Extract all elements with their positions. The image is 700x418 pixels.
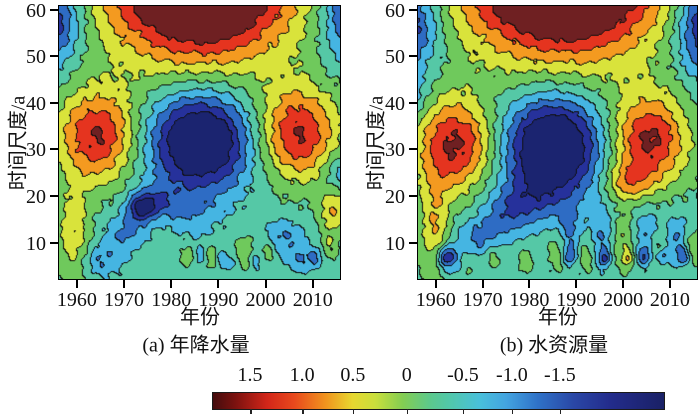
colorbar-tick-mark	[352, 409, 355, 414]
y-tick-label: 60	[26, 0, 46, 22]
colorbar-tick-mark	[462, 409, 465, 414]
x-tick-label: 1990	[198, 289, 239, 311]
x-tick-mark	[123, 280, 126, 288]
x-tick-label: 2010	[292, 289, 333, 311]
y-tick-mark	[409, 241, 417, 244]
x-tick-mark	[311, 280, 314, 288]
colorbar-tick-label: 0.5	[340, 364, 366, 386]
y-tick-mark	[50, 241, 58, 244]
x-tick-mark	[75, 280, 78, 288]
x-tick-mark	[528, 280, 531, 288]
y-tick-label: 40	[385, 92, 405, 115]
y-tick-mark	[409, 195, 417, 198]
caption-b: (b) 水资源量	[499, 334, 609, 357]
colorbar-tick-mark	[302, 409, 304, 414]
x-tick-mark	[264, 280, 267, 288]
y-tick-label: 30	[26, 139, 46, 162]
x-tick-label: 2000	[245, 289, 286, 311]
contour-plot-a	[58, 5, 341, 280]
colorbar-tick-mark	[250, 409, 252, 414]
y-tick-label: 30	[385, 139, 405, 162]
y-tick-mark	[50, 148, 58, 151]
colorbar-tick-mark	[559, 409, 562, 414]
colorbar-tick-mark	[406, 409, 409, 414]
y-tick-label: 20	[385, 186, 405, 209]
x-tick-label: 2000	[603, 289, 644, 311]
contour-canvas-b	[418, 6, 697, 279]
x-tick-mark	[481, 280, 484, 288]
x-tick-label: 1990	[556, 289, 597, 311]
x-tick-mark	[434, 280, 437, 288]
y-tick-label: 10	[26, 232, 46, 255]
caption-a: (a) 年降水量	[142, 334, 250, 357]
y-tick-mark	[409, 8, 417, 11]
contour-canvas-a	[59, 6, 340, 279]
colorbar-tick-label: 1.0	[289, 364, 315, 386]
y-tick-label: 20	[26, 186, 46, 209]
y-tick-mark	[50, 55, 58, 58]
y-tick-mark	[409, 101, 417, 104]
y-tick-mark	[50, 8, 58, 11]
colorbar-gradient	[212, 392, 665, 410]
y-tick-mark	[409, 55, 417, 58]
y-tick-label: 40	[26, 92, 46, 115]
y-tick-mark	[50, 101, 58, 104]
x-tick-label: 1980	[509, 289, 550, 311]
colorbar-tick-label: 0	[401, 364, 412, 386]
x-tick-label: 1960	[56, 289, 97, 311]
y-tick-label: 50	[26, 46, 46, 69]
x-tick-label: 1970	[104, 289, 145, 311]
y-tick-label: 50	[385, 46, 405, 69]
x-tick-mark	[575, 280, 578, 288]
x-tick-mark	[217, 280, 220, 288]
contour-plot-b	[417, 5, 698, 280]
x-axis-title-b: 年份	[538, 306, 578, 329]
y-tick-mark	[409, 148, 417, 151]
x-tick-label: 1980	[151, 289, 192, 311]
x-tick-label: 1960	[415, 289, 456, 311]
colorbar-tick-label: -0.5	[447, 364, 479, 386]
colorbar-tick-label: -1.0	[496, 364, 528, 386]
x-tick-mark	[170, 280, 173, 288]
x-tick-label: 2010	[649, 289, 690, 311]
colorbar-tick-label: -1.5	[544, 364, 576, 386]
x-axis-title-a: 年份	[180, 306, 220, 329]
x-tick-label: 1970	[462, 289, 503, 311]
y-tick-mark	[50, 195, 58, 198]
x-tick-mark	[668, 280, 671, 288]
y-tick-label: 60	[385, 0, 405, 22]
colorbar-tick-mark	[511, 409, 514, 414]
x-tick-mark	[622, 280, 625, 288]
colorbar-tick-label: 1.5	[237, 364, 263, 386]
y-tick-label: 10	[385, 232, 405, 255]
